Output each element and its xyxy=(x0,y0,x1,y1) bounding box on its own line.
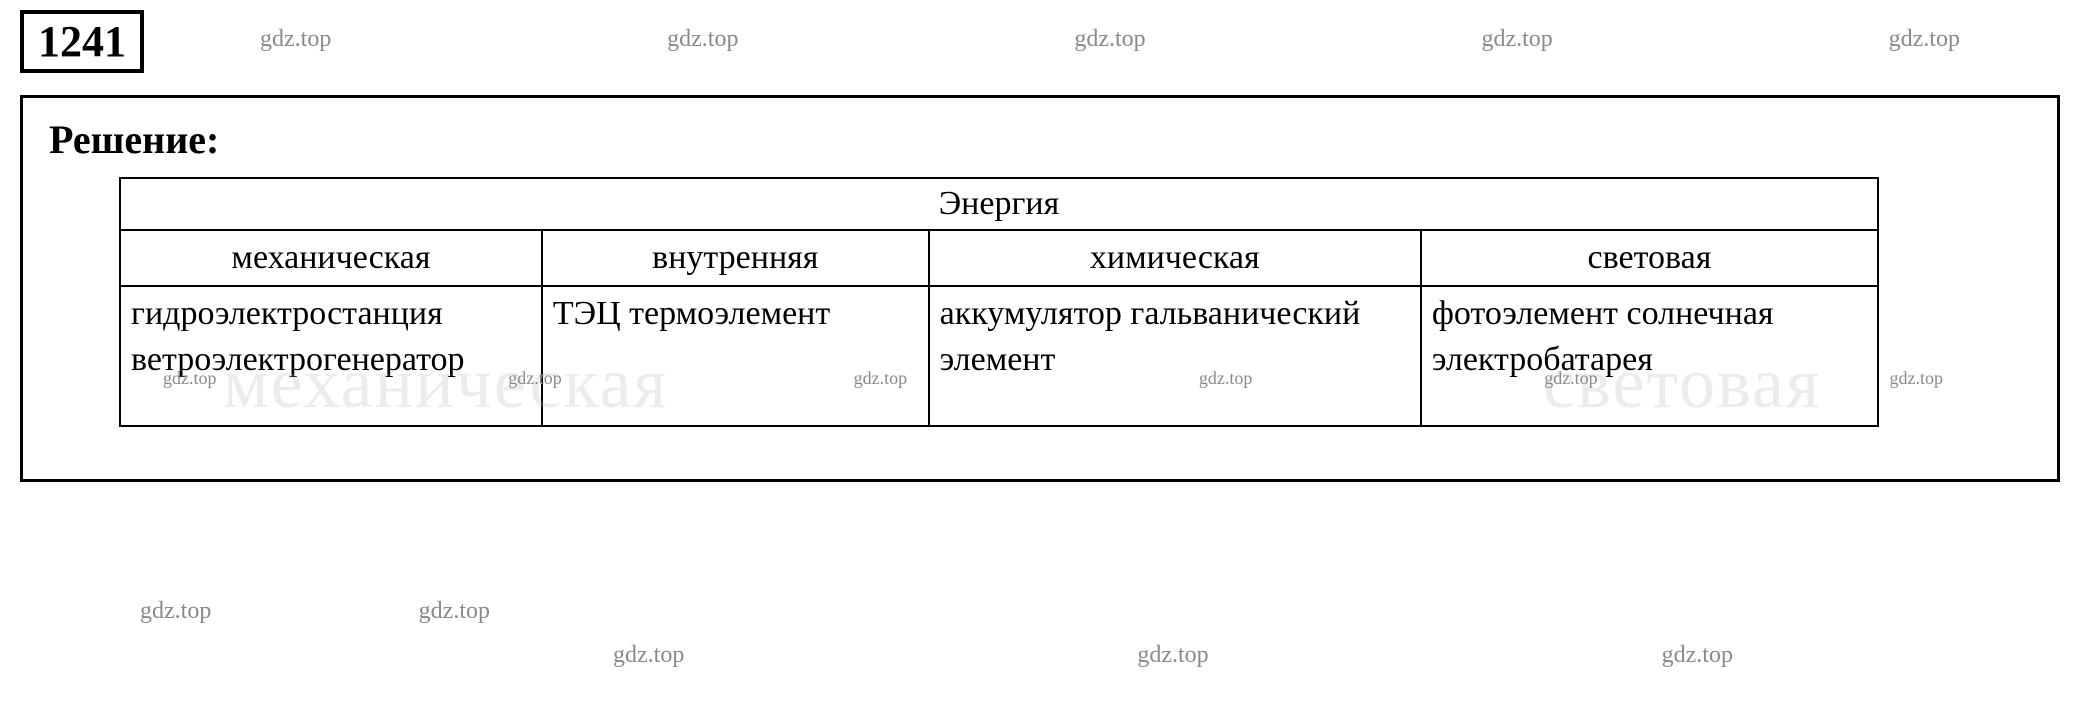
watermark: gdz.top xyxy=(1074,26,1145,53)
watermark: gdz.top xyxy=(260,26,331,53)
solution-container: Решение: механическая световая gdz.top g… xyxy=(20,95,2060,482)
watermark: gdz.top xyxy=(667,26,738,53)
watermark: gdz.top xyxy=(1889,368,1943,389)
table-column-header: световая xyxy=(1421,230,1878,286)
watermark-row-bottom2: gdz.top gdz.top xyxy=(140,598,490,625)
table-type-row: механическая внутренняя химическая свето… xyxy=(120,230,1878,286)
table-main-header: Энергия xyxy=(120,178,1878,230)
watermark: gdz.top xyxy=(1889,26,1960,53)
table-column-header: химическая xyxy=(929,230,1421,286)
watermark-row-bottom1: gdz.top gdz.top gdz.top xyxy=(613,642,1733,669)
problem-number: 1241 xyxy=(38,17,126,66)
table-header-row: Энергия xyxy=(120,178,1878,230)
watermark: gdz.top xyxy=(613,642,684,669)
watermark: gdz.top xyxy=(1662,642,1733,669)
watermark: gdz.top xyxy=(1481,26,1552,53)
watermark: gdz.top xyxy=(1137,642,1208,669)
watermark-ghost-left: механическая xyxy=(223,342,669,425)
table-cell: аккумулятор гальванический элемент xyxy=(929,286,1421,426)
table-column-header: механическая xyxy=(120,230,542,286)
watermark: gdz.top xyxy=(419,598,490,625)
problem-number-box: 1241 xyxy=(20,10,144,73)
solution-label: Решение: xyxy=(49,116,2031,163)
watermark-row-top: gdz.top gdz.top gdz.top gdz.top gdz.top xyxy=(260,26,1960,53)
watermark-ghost-right: световая xyxy=(1543,342,1821,425)
watermark: gdz.top xyxy=(140,598,211,625)
table-column-header: внутренняя xyxy=(542,230,929,286)
